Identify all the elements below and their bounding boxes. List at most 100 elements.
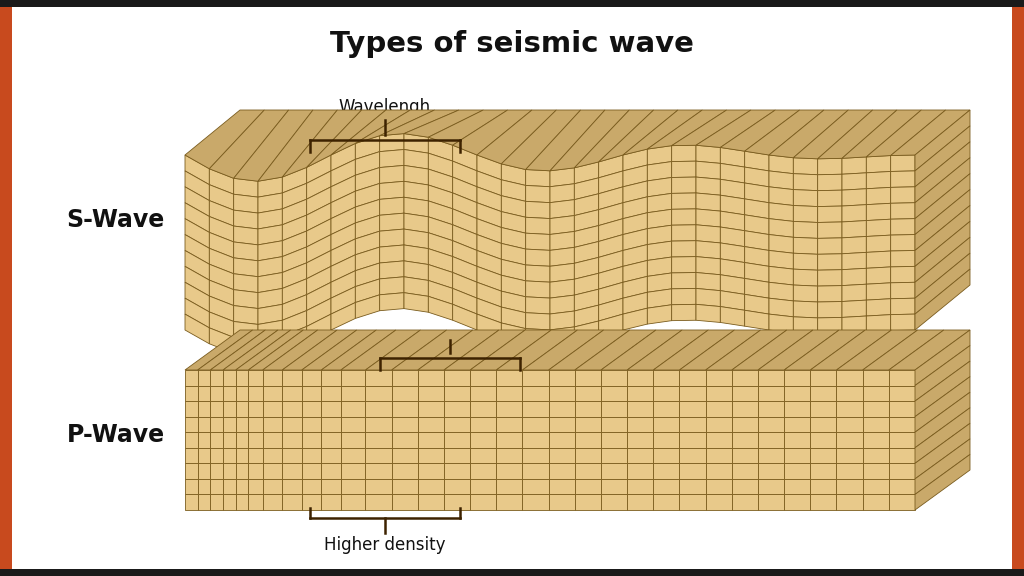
Polygon shape [283, 110, 361, 177]
Polygon shape [837, 432, 862, 448]
Polygon shape [550, 247, 574, 266]
Polygon shape [283, 401, 302, 416]
Polygon shape [574, 226, 599, 247]
Polygon shape [862, 416, 889, 432]
Polygon shape [653, 416, 680, 432]
Polygon shape [891, 155, 915, 172]
Polygon shape [185, 416, 198, 432]
Polygon shape [210, 416, 223, 432]
Polygon shape [627, 370, 653, 385]
Polygon shape [810, 463, 837, 479]
Polygon shape [891, 298, 915, 314]
Polygon shape [706, 432, 732, 448]
Polygon shape [306, 219, 331, 247]
Polygon shape [550, 295, 574, 314]
Polygon shape [428, 217, 453, 241]
Polygon shape [185, 234, 209, 264]
Polygon shape [599, 219, 623, 241]
Polygon shape [842, 237, 866, 254]
Polygon shape [525, 313, 550, 330]
Polygon shape [696, 161, 720, 179]
Polygon shape [599, 298, 623, 321]
Polygon shape [233, 179, 258, 197]
Polygon shape [249, 401, 263, 416]
Polygon shape [249, 370, 263, 385]
Polygon shape [810, 401, 837, 416]
Polygon shape [891, 171, 915, 187]
Text: S-Wave: S-Wave [67, 208, 165, 232]
Polygon shape [891, 219, 915, 235]
Polygon shape [477, 110, 556, 164]
Polygon shape [794, 317, 818, 334]
Polygon shape [818, 174, 842, 191]
Polygon shape [842, 204, 866, 222]
Polygon shape [672, 110, 751, 146]
Polygon shape [574, 289, 599, 311]
Polygon shape [522, 448, 549, 463]
Polygon shape [477, 219, 502, 244]
Polygon shape [236, 494, 249, 510]
Polygon shape [249, 432, 263, 448]
Polygon shape [720, 164, 744, 183]
Polygon shape [550, 110, 630, 171]
Polygon shape [810, 330, 892, 370]
Polygon shape [236, 463, 249, 479]
Polygon shape [185, 187, 209, 217]
Polygon shape [258, 225, 283, 245]
Polygon shape [706, 370, 732, 385]
Polygon shape [249, 448, 263, 463]
Polygon shape [404, 110, 483, 137]
Polygon shape [522, 479, 549, 494]
Polygon shape [302, 432, 322, 448]
Polygon shape [744, 183, 769, 203]
Polygon shape [550, 200, 574, 218]
Polygon shape [842, 173, 866, 190]
Polygon shape [842, 189, 866, 206]
Polygon shape [842, 284, 866, 301]
Polygon shape [185, 203, 209, 232]
Polygon shape [209, 248, 233, 274]
Polygon shape [210, 463, 223, 479]
Polygon shape [223, 416, 236, 432]
Polygon shape [866, 299, 891, 316]
Polygon shape [818, 317, 842, 334]
Polygon shape [331, 239, 355, 266]
Polygon shape [866, 110, 946, 157]
Polygon shape [758, 479, 784, 494]
Polygon shape [758, 385, 784, 401]
Polygon shape [302, 479, 322, 494]
Polygon shape [647, 209, 672, 229]
Polygon shape [599, 251, 623, 273]
Polygon shape [525, 329, 550, 346]
Polygon shape [497, 330, 578, 370]
Polygon shape [866, 219, 891, 237]
Polygon shape [233, 110, 313, 181]
Polygon shape [283, 279, 306, 304]
Polygon shape [418, 479, 444, 494]
Polygon shape [497, 385, 522, 401]
Polygon shape [404, 245, 428, 264]
Polygon shape [866, 187, 891, 204]
Polygon shape [680, 448, 706, 463]
Polygon shape [322, 494, 341, 510]
Polygon shape [837, 448, 862, 463]
Polygon shape [706, 401, 732, 416]
Polygon shape [223, 432, 236, 448]
Polygon shape [322, 401, 341, 416]
Polygon shape [653, 385, 680, 401]
Polygon shape [623, 276, 647, 298]
Polygon shape [404, 134, 428, 153]
Polygon shape [623, 213, 647, 234]
Polygon shape [915, 377, 970, 432]
Polygon shape [249, 463, 263, 479]
Polygon shape [502, 275, 525, 297]
Polygon shape [236, 401, 249, 416]
Polygon shape [525, 297, 550, 314]
Polygon shape [418, 416, 444, 432]
Polygon shape [380, 245, 404, 263]
Polygon shape [322, 432, 341, 448]
Polygon shape [233, 290, 258, 309]
Polygon shape [258, 272, 283, 293]
Polygon shape [866, 235, 891, 252]
Polygon shape [185, 330, 253, 370]
